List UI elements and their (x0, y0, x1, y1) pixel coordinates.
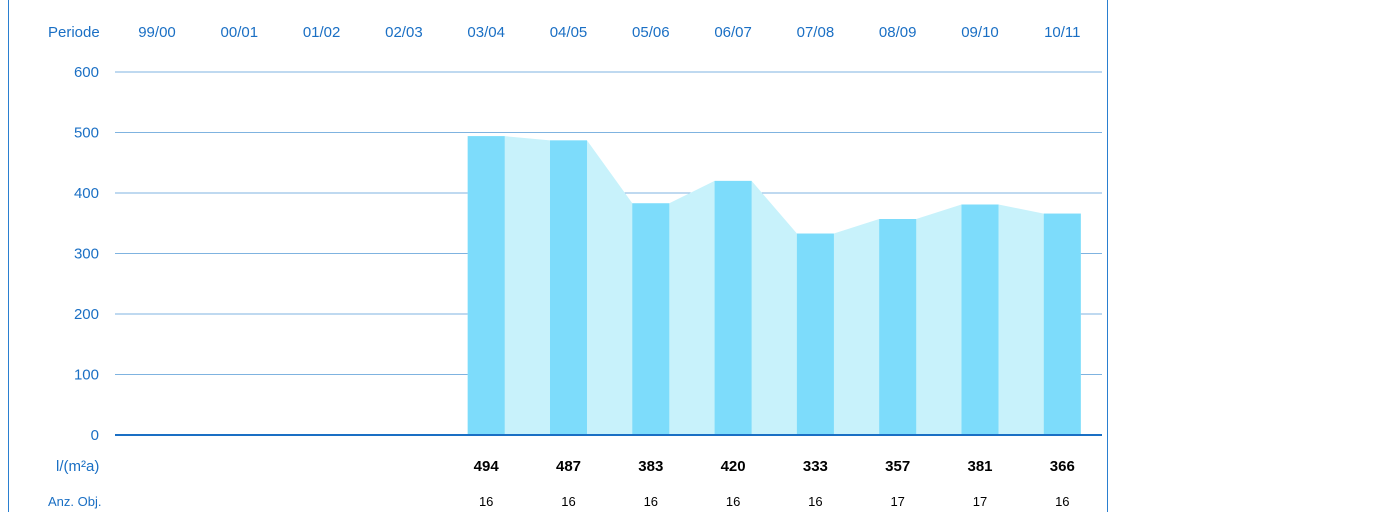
area-layer (467, 136, 1081, 435)
bar-09-10 (961, 204, 999, 435)
x-tick-label: 99/00 (138, 24, 176, 41)
value-label: 494 (474, 458, 500, 475)
value-label: 366 (1050, 458, 1075, 475)
x-tick-labels: 99/00 00/01 01/02 02/03 03/04 04/05 05/06 06/07… (138, 24, 1080, 41)
trend-area (467, 136, 1081, 435)
count-label: 16 (644, 494, 658, 509)
value-label: 383 (638, 458, 663, 475)
y-tick-label: 400 (74, 185, 99, 202)
value-label: 420 (721, 458, 746, 475)
value-label: 357 (885, 458, 910, 475)
count-label: 17 (890, 494, 904, 509)
x-tick-label: 04/05 (550, 24, 588, 41)
count-label: 17 (973, 494, 987, 509)
x-tick-label: 03/04 (467, 24, 505, 41)
count-label: 16 (479, 494, 493, 509)
bar-08-09 (879, 219, 917, 435)
x-tick-label: 01/02 (303, 24, 341, 41)
y-tick-label: 200 (74, 306, 99, 323)
y-tick-label: 300 (74, 246, 99, 263)
value-row-label: l/(m²a) (56, 458, 99, 475)
count-label: 16 (808, 494, 822, 509)
x-tick-label: 08/09 (879, 24, 917, 41)
bar-06-07 (714, 180, 752, 435)
x-tick-label: 09/10 (961, 24, 999, 41)
y-tick-label: 100 (74, 367, 99, 384)
count-labels: 16 16 16 16 16 17 17 16 (479, 494, 1070, 509)
value-label: 381 (967, 458, 992, 475)
count-label: 16 (726, 494, 740, 509)
x-tick-label: 00/01 (221, 24, 259, 41)
count-label: 16 (561, 494, 575, 509)
bar-03-04 (467, 136, 505, 435)
x-tick-label: 06/07 (714, 24, 752, 41)
bar-05-06 (632, 203, 670, 435)
value-label: 487 (556, 458, 581, 475)
x-tick-label: 02/03 (385, 24, 423, 41)
x-tick-label: 10/11 (1044, 24, 1080, 41)
bars (467, 136, 1081, 436)
x-tick-label: 05/06 (632, 24, 670, 41)
bar-07-08 (796, 233, 834, 435)
y-tick-label: 0 (91, 427, 99, 444)
period-label: Periode (48, 24, 100, 41)
bar-04-05 (550, 140, 587, 436)
y-tick-label: 600 (74, 64, 99, 81)
value-labels: 494 487 383 420 333 357 381 366 (474, 458, 1075, 475)
count-label: 16 (1055, 494, 1069, 509)
bar-10-11 (1043, 213, 1081, 435)
y-tick-label: 500 (74, 125, 99, 142)
value-label: 333 (803, 458, 828, 475)
x-tick-label: 07/08 (797, 24, 835, 41)
count-row-label: Anz. Obj. (48, 494, 101, 509)
y-tick-labels: 0 100 200 300 400 500 600 (74, 64, 99, 444)
